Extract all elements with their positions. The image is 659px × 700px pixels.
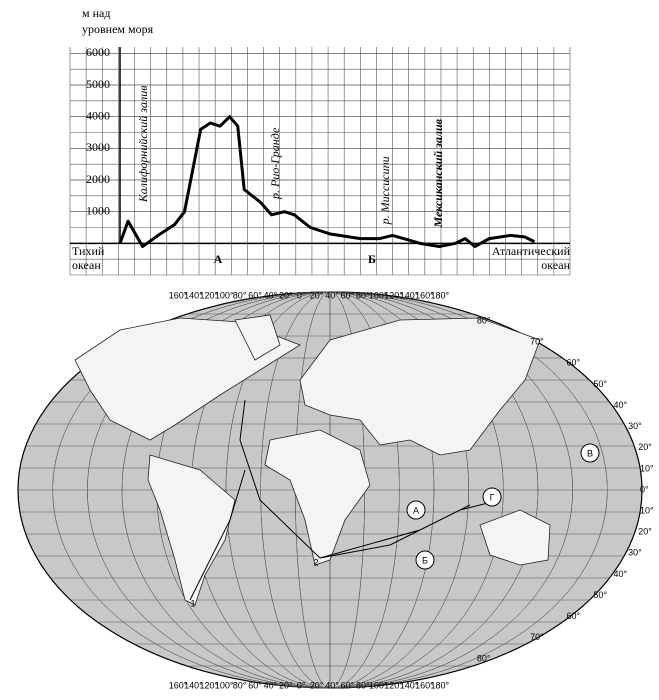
lat-label: 60° (567, 611, 581, 621)
annotation: р. Рио-Гранде (268, 127, 282, 200)
lon-label-top: 80° (233, 290, 247, 300)
marker-label: 2 (313, 557, 318, 567)
australia (479, 509, 551, 566)
bottom-label: Б (368, 252, 376, 266)
annotation: Мексиканский залив (431, 118, 445, 228)
lon-label-top: 140° (400, 290, 419, 300)
y-axis-label: м над уровнем моря (82, 6, 154, 36)
lon-label-top: 100° (369, 290, 388, 300)
eurasia (299, 317, 541, 456)
lat-label: 30° (628, 421, 642, 431)
lat-label: 60° (567, 358, 581, 368)
lat-label: 70° (530, 337, 544, 347)
lon-label-bottom: 160° (415, 680, 434, 690)
lon-label-top: 120° (199, 290, 218, 300)
y-tick-label: 3000 (86, 140, 110, 154)
annotation: Калифорнийский залив (136, 86, 150, 204)
north-america (74, 317, 301, 441)
lon-label-top: 20° (310, 290, 324, 300)
profile-line (118, 115, 536, 248)
lon-label-top: 100° (215, 290, 234, 300)
marker-circle (482, 487, 502, 507)
profile-chart: 1000 2000 3000 4000 5000 6000 м над уровнем мор… (69, 6, 571, 276)
lon-label-top: 160° (415, 290, 434, 300)
lat-label: 70° (530, 632, 544, 642)
y-tick-label: 5000 (86, 77, 110, 91)
lon-label-bottom: 40° (325, 680, 339, 690)
lon-label-bottom: 100° (369, 680, 388, 690)
y-tick-label: 1000 (86, 203, 110, 217)
lon-label-top: 40° (325, 290, 339, 300)
marker-circle (415, 550, 435, 570)
lat-label: 80° (477, 653, 491, 663)
lon-label-bottom: 80° (233, 680, 247, 690)
lat-label: 80° (477, 315, 491, 325)
south-america (147, 454, 236, 606)
africa (264, 429, 371, 566)
lat-label: 50° (593, 379, 607, 389)
lon-label-top: 40° (264, 290, 278, 300)
lon-label-bottom: 60° (341, 680, 355, 690)
lon-label-top: 180° (430, 290, 449, 300)
lon-label-bottom: 0° (297, 680, 306, 690)
marker-label: Б (422, 555, 428, 565)
lon-label-bottom: 120° (384, 680, 403, 690)
lon-label-bottom: 160° (169, 680, 188, 690)
lon-label-bottom: 120° (199, 680, 218, 690)
lon-label-top: 80° (356, 290, 370, 300)
continents (74, 314, 551, 606)
lat-label: 10° (640, 505, 654, 515)
lon-label-bottom: 180° (430, 680, 449, 690)
lat-label: 30° (628, 548, 642, 558)
lat-label: 20° (638, 527, 652, 537)
y-tick-label: 6000 (86, 45, 110, 59)
y-tick-label: 4000 (86, 108, 110, 122)
route-lines (189, 399, 501, 601)
lon-label-top: 20° (279, 290, 293, 300)
lon-label-bottom: 20° (310, 680, 324, 690)
greenland (234, 314, 281, 361)
lat-label: 20° (638, 442, 652, 452)
lon-label-bottom: 60° (248, 680, 262, 690)
marker-label: А (413, 505, 419, 515)
lat-label: 10° (640, 463, 654, 473)
marker-label: 1 (190, 598, 195, 608)
marker-circle (580, 443, 600, 463)
lat-label: 40° (613, 569, 627, 579)
lon-label-top: 120° (384, 290, 403, 300)
lon-label-top: 160° (169, 290, 188, 300)
lon-label-top: 0° (297, 290, 306, 300)
lon-label-bottom: 140° (400, 680, 419, 690)
y-tick-label: 2000 (86, 172, 110, 186)
lon-label-top: 60° (341, 290, 355, 300)
lon-label-top: 140° (184, 290, 203, 300)
lat-label: 0° (640, 484, 649, 494)
bottom-label: Тихий океан (72, 244, 105, 272)
lon-label-top: 60° (248, 290, 262, 300)
marker-label: Г (490, 492, 495, 502)
world-map: 160°160°140°140°120°120°100°100°80°80°60… (17, 290, 654, 690)
map-labels: 160°160°140°140°120°120°100°100°80°80°60… (169, 290, 654, 690)
bottom-label: Атлантический океан (492, 244, 571, 272)
lon-label-bottom: 140° (184, 680, 203, 690)
lon-label-bottom: 40° (264, 680, 278, 690)
annotation: р. Миссисипи (378, 156, 392, 225)
lon-label-bottom: 80° (356, 680, 370, 690)
lon-label-bottom: 20° (279, 680, 293, 690)
marker-label: В (587, 448, 593, 458)
lat-label: 50° (593, 590, 607, 600)
bottom-label: А (214, 252, 223, 266)
lon-label-bottom: 100° (215, 680, 234, 690)
marker-circle (406, 500, 426, 520)
lat-label: 40° (613, 400, 627, 410)
